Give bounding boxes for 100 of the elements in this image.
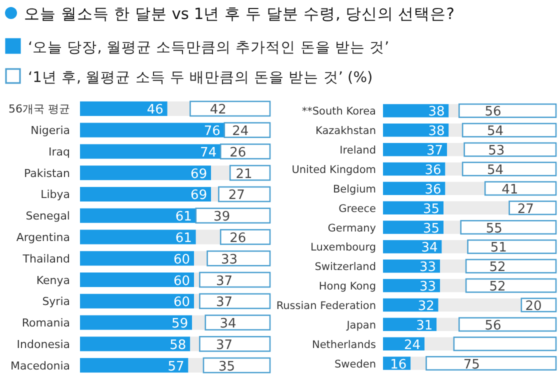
bar bbox=[220, 144, 271, 160]
y-tick-label: Belgium bbox=[332, 183, 376, 196]
bar bbox=[199, 272, 271, 288]
data-label: 37 bbox=[216, 274, 233, 289]
y-tick-label: United Kingdom bbox=[292, 164, 376, 176]
bar bbox=[458, 317, 557, 332]
y-tick-label: Pakistan bbox=[24, 166, 70, 180]
bar bbox=[460, 220, 557, 235]
data-label: 27 bbox=[228, 188, 245, 204]
y-tick-label: Hong Kong bbox=[318, 280, 376, 293]
y-tick-label: **South Korea bbox=[302, 106, 376, 118]
bar bbox=[80, 315, 192, 330]
data-label: 33 bbox=[420, 260, 436, 276]
data-label: 61 bbox=[175, 231, 192, 246]
bar bbox=[80, 101, 168, 116]
data-label: 33 bbox=[220, 252, 238, 268]
bar bbox=[448, 124, 463, 137]
bar bbox=[80, 251, 194, 266]
y-tick-label: Nigeria bbox=[30, 124, 70, 138]
bar bbox=[80, 122, 224, 138]
bar bbox=[218, 186, 271, 202]
y-tick-label: Switzerland bbox=[314, 261, 376, 274]
data-label: 58 bbox=[170, 338, 186, 353]
data-label: 16 bbox=[390, 357, 407, 372]
y-tick-label: Syria bbox=[42, 295, 70, 308]
data-label: 59 bbox=[172, 316, 188, 332]
y-tick-label: Kenya bbox=[36, 274, 70, 287]
bar bbox=[220, 229, 271, 245]
bar bbox=[199, 293, 271, 310]
y-tick-label: Romania bbox=[22, 316, 70, 330]
y-tick-label: Libya bbox=[40, 188, 70, 202]
data-label: 26 bbox=[230, 231, 246, 246]
data-label: 54 bbox=[487, 124, 504, 140]
y-tick-label: Ireland bbox=[340, 144, 376, 157]
legend-item: ‘1년 후, 월평균 소득 두 배만큼의 돈을 받는 것’ (%) bbox=[5, 68, 373, 86]
data-label: 35 bbox=[218, 359, 236, 374]
data-label: 35 bbox=[423, 202, 440, 217]
bar bbox=[80, 336, 190, 352]
data-label: 74 bbox=[200, 145, 217, 160]
bar bbox=[204, 314, 271, 330]
chart-title: 오늘 월소득 한 달분 vs 1년 후 두 달분 수령, 당신의 선택은? bbox=[24, 5, 454, 23]
data-label: 20 bbox=[525, 299, 542, 314]
data-label: 32 bbox=[418, 299, 434, 314]
bar bbox=[80, 144, 221, 159]
data-label: 60 bbox=[173, 274, 190, 289]
bar bbox=[458, 103, 557, 118]
bar bbox=[462, 162, 557, 176]
y-tick-label: 56개국 평균 bbox=[8, 102, 70, 116]
bar bbox=[229, 164, 271, 181]
y-tick-label: Iraq bbox=[48, 145, 70, 158]
bar bbox=[447, 142, 464, 156]
bar bbox=[192, 315, 206, 330]
bar bbox=[190, 100, 271, 117]
bar bbox=[194, 251, 208, 266]
data-label: 36 bbox=[424, 182, 442, 198]
data-label: 56 bbox=[484, 104, 502, 120]
y-tick-label: Thailand bbox=[22, 252, 70, 266]
y-tick-label: Luxembourg bbox=[310, 242, 376, 254]
data-label: 54 bbox=[487, 163, 504, 178]
bar bbox=[508, 200, 557, 216]
bar bbox=[80, 294, 194, 308]
data-label: 75 bbox=[463, 357, 480, 372]
data-label: 69 bbox=[190, 166, 208, 182]
y-tick-label: Macedonia bbox=[10, 359, 70, 372]
bar bbox=[465, 258, 557, 274]
bar bbox=[440, 278, 466, 292]
bar bbox=[199, 336, 271, 352]
bar bbox=[442, 240, 468, 254]
bar bbox=[80, 186, 212, 202]
data-label: 38 bbox=[428, 104, 445, 120]
y-tick-label: Senegal bbox=[26, 210, 70, 223]
bar bbox=[383, 201, 444, 214]
data-label: 39 bbox=[214, 210, 230, 225]
y-tick-label: Kazakhstan bbox=[316, 125, 376, 138]
data-label: 27 bbox=[517, 202, 534, 217]
bar bbox=[211, 186, 219, 202]
bar bbox=[383, 240, 442, 254]
bar bbox=[462, 122, 557, 138]
bar bbox=[424, 337, 454, 350]
y-tick-label: Germany bbox=[328, 222, 376, 234]
bar bbox=[80, 272, 194, 288]
data-label: 52 bbox=[489, 280, 506, 295]
bar bbox=[196, 230, 221, 244]
bar bbox=[206, 250, 271, 266]
bar bbox=[202, 357, 271, 374]
data-label: 37 bbox=[426, 144, 444, 159]
bar bbox=[465, 278, 557, 293]
bar bbox=[188, 358, 204, 373]
data-label: 35 bbox=[423, 221, 440, 236]
bar bbox=[80, 230, 196, 244]
data-label: 21 bbox=[236, 166, 252, 182]
y-tick-label: Japan bbox=[346, 319, 376, 332]
bar bbox=[80, 208, 196, 223]
data-label: 36 bbox=[424, 163, 442, 178]
bar bbox=[438, 298, 522, 312]
data-label: 51 bbox=[490, 240, 507, 256]
bar bbox=[383, 142, 448, 156]
bar bbox=[80, 358, 188, 373]
data-label: 61 bbox=[175, 210, 192, 225]
bar bbox=[211, 166, 230, 180]
